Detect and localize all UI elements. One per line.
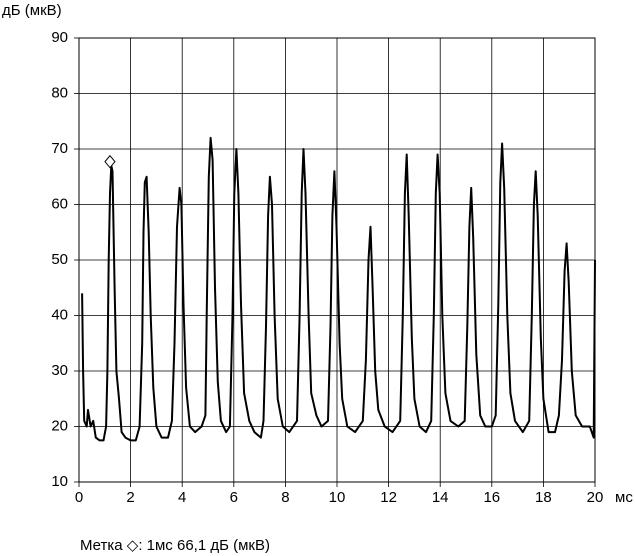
y-tick-label: 80 (51, 84, 68, 101)
x-tick-label: 8 (281, 489, 289, 506)
x-tick-label: 4 (178, 489, 186, 506)
y-tick-label: 70 (51, 140, 68, 157)
y-tick-label: 30 (51, 362, 68, 379)
y-tick-label: 50 (51, 251, 68, 268)
x-tick-label: 6 (230, 489, 238, 506)
y-tick-label: 20 (51, 417, 68, 434)
marker-readout: Метка ◇: 1мс 66,1 дБ (мкВ) (80, 537, 270, 554)
signal-line (81, 136, 596, 442)
marker-diamond (104, 154, 116, 169)
x-tick-label: 16 (483, 489, 500, 506)
x-tick-label: 12 (380, 489, 397, 506)
x-tick-label: 10 (329, 489, 346, 506)
y-tick-label: 90 (51, 29, 68, 46)
x-tick-label: 18 (535, 489, 552, 506)
x-axis-unit: мс (615, 489, 633, 506)
x-tick-label: 2 (126, 489, 134, 506)
x-tick-label: 14 (432, 489, 449, 506)
y-axis-label: дБ (мкВ) (2, 2, 62, 19)
x-tick-label: 20 (587, 489, 604, 506)
y-tick-label: 10 (51, 473, 68, 490)
y-tick-label: 40 (51, 306, 68, 323)
y-tick-label: 60 (51, 195, 68, 212)
x-tick-label: 0 (75, 489, 83, 506)
